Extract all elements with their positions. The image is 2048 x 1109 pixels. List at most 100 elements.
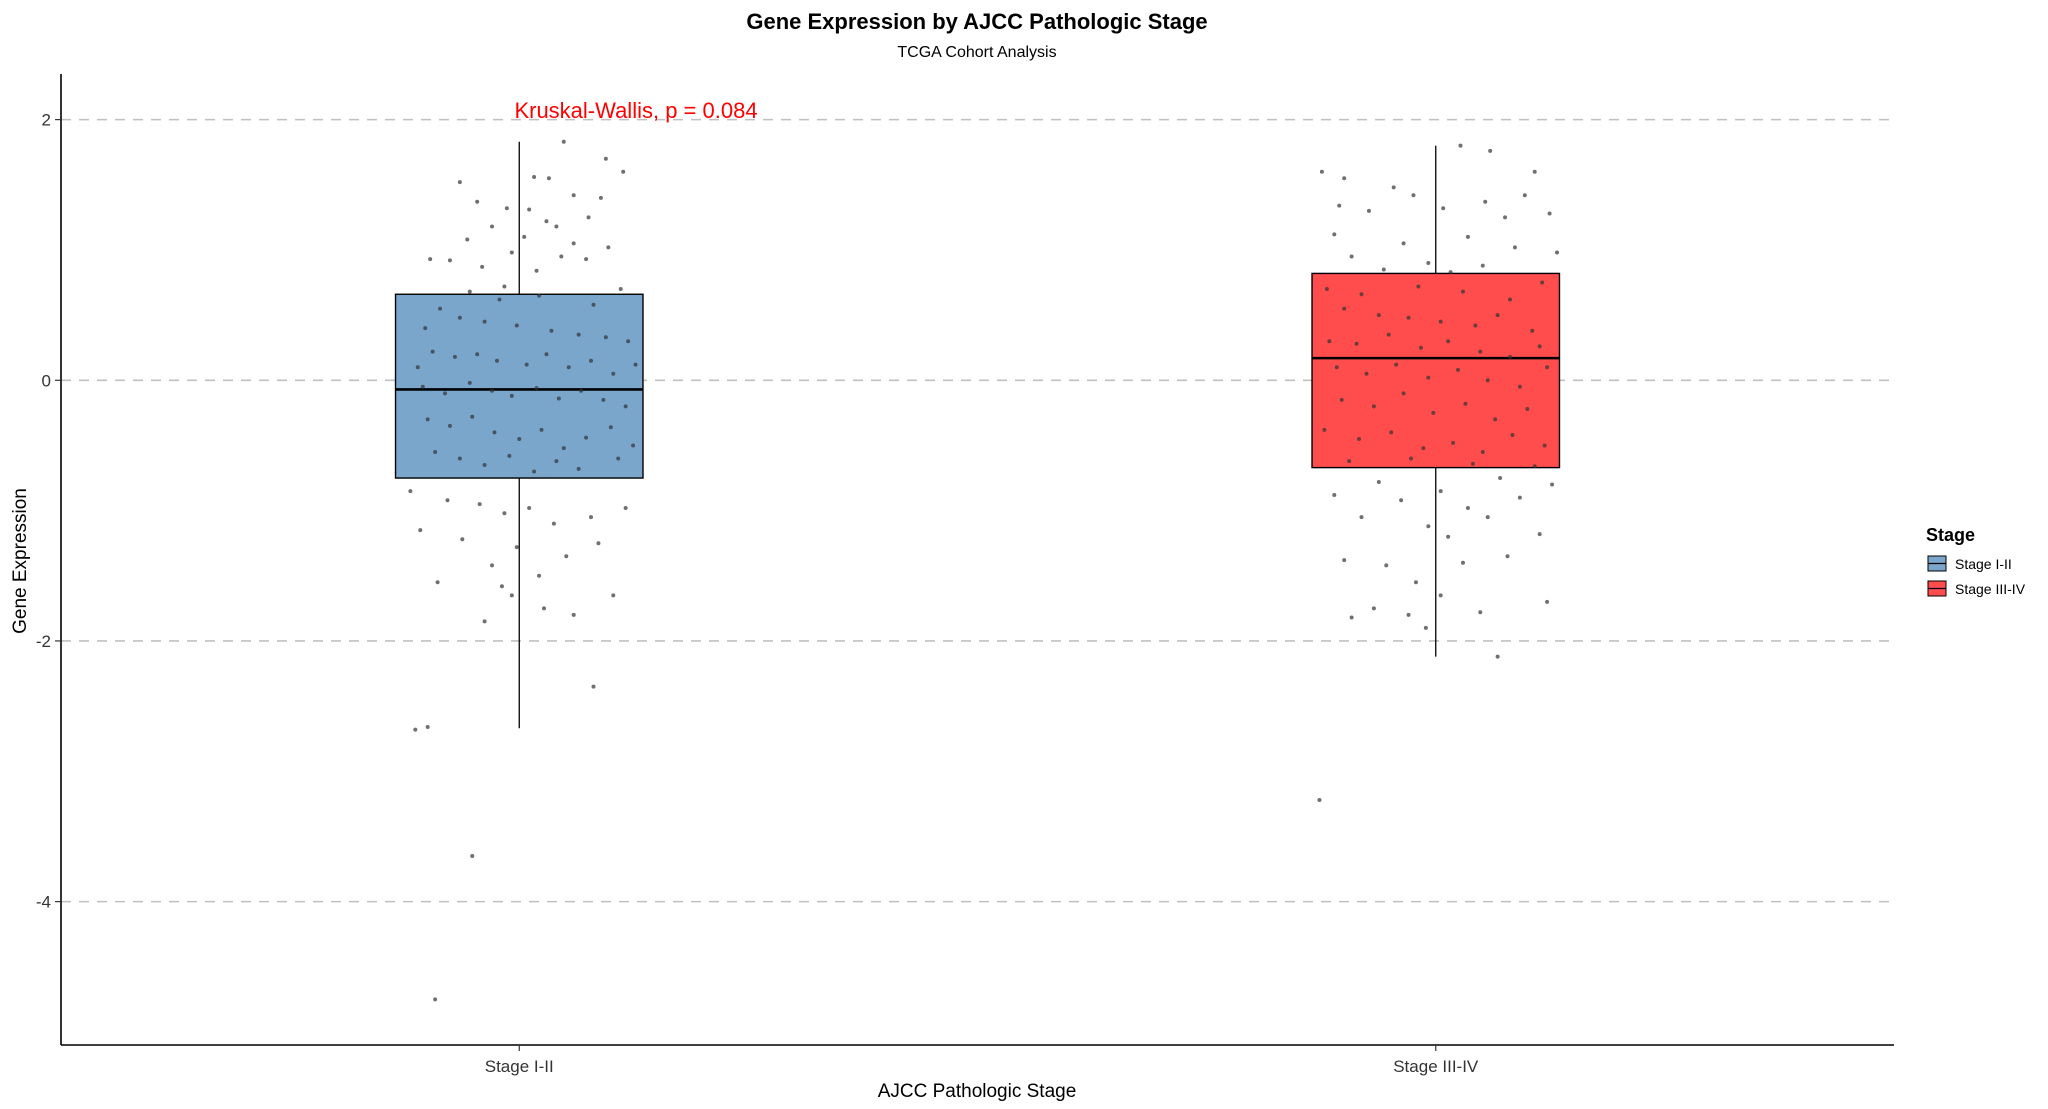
data-point xyxy=(470,414,475,419)
data-point xyxy=(1547,211,1552,216)
data-point xyxy=(1359,515,1364,520)
data-point xyxy=(502,511,507,516)
data-point xyxy=(1416,284,1421,289)
data-point xyxy=(606,245,611,250)
data-point xyxy=(408,489,413,494)
data-point xyxy=(435,580,440,585)
data-point xyxy=(589,515,594,520)
data-point xyxy=(457,315,462,320)
data-point xyxy=(579,388,584,393)
data-point xyxy=(1451,440,1456,445)
data-point xyxy=(527,207,532,212)
legend-title: Stage xyxy=(1926,525,1975,545)
data-point xyxy=(457,180,462,185)
data-point xyxy=(532,174,537,179)
data-point xyxy=(509,593,514,598)
data-point xyxy=(514,545,519,550)
data-point xyxy=(509,250,514,255)
data-point xyxy=(1532,169,1537,174)
data-point xyxy=(1458,143,1463,148)
data-point xyxy=(1503,215,1508,220)
data-point xyxy=(591,302,596,307)
data-point xyxy=(1389,430,1394,435)
data-point xyxy=(445,498,450,503)
y-tick-label: -4 xyxy=(36,893,51,912)
box-1 xyxy=(394,293,644,479)
data-point xyxy=(1421,446,1426,451)
data-point xyxy=(1495,654,1500,659)
data-point xyxy=(1376,313,1381,318)
legend-label-2: Stage III-IV xyxy=(1955,581,2026,597)
data-point xyxy=(509,393,514,398)
data-point xyxy=(537,293,542,298)
data-point xyxy=(541,606,546,611)
data-point xyxy=(1342,558,1347,563)
boxes xyxy=(394,141,1561,729)
data-point xyxy=(537,573,542,578)
x-tick-label: Stage I-II xyxy=(485,1057,554,1076)
data-point xyxy=(475,199,480,204)
data-point xyxy=(1349,615,1354,620)
data-point xyxy=(1448,270,1453,275)
data-point xyxy=(514,323,519,328)
data-point xyxy=(517,436,522,441)
data-point xyxy=(559,254,564,259)
data-point xyxy=(447,423,452,428)
data-point xyxy=(1413,580,1418,585)
data-point xyxy=(1465,234,1470,239)
data-point xyxy=(1498,476,1503,481)
data-point xyxy=(551,521,556,526)
data-point xyxy=(1342,176,1347,181)
data-point xyxy=(467,380,472,385)
data-point xyxy=(631,443,636,448)
data-point xyxy=(1337,203,1342,208)
data-point xyxy=(1460,289,1465,294)
data-point xyxy=(539,427,544,432)
data-point xyxy=(1488,148,1493,153)
data-point xyxy=(1525,406,1530,411)
data-point xyxy=(1537,532,1542,537)
data-point xyxy=(1381,267,1386,272)
data-point xyxy=(1322,427,1327,432)
data-point xyxy=(1507,354,1512,359)
data-point xyxy=(490,388,495,393)
data-point xyxy=(1406,612,1411,617)
data-point xyxy=(490,224,495,229)
data-point xyxy=(1485,378,1490,383)
data-point xyxy=(601,397,606,402)
x-axis-ticks: Stage I-II Stage III-IV xyxy=(485,1045,1479,1076)
data-point xyxy=(611,593,616,598)
data-point xyxy=(1334,365,1339,370)
data-point xyxy=(1342,306,1347,311)
data-point xyxy=(1465,506,1470,511)
data-point xyxy=(494,358,499,363)
data-point xyxy=(428,257,433,262)
data-point xyxy=(420,384,425,389)
y-tick-label: 2 xyxy=(42,111,51,130)
data-point xyxy=(1406,315,1411,320)
data-point xyxy=(1319,169,1324,174)
jitter-points xyxy=(408,139,1560,1002)
data-point xyxy=(1470,461,1475,466)
data-point xyxy=(522,234,527,239)
data-point xyxy=(1409,456,1414,461)
data-point xyxy=(1522,193,1527,198)
data-point xyxy=(571,193,576,198)
data-point xyxy=(611,371,616,376)
data-point xyxy=(623,506,628,511)
data-point xyxy=(546,176,551,181)
data-point xyxy=(425,724,430,729)
data-point xyxy=(1555,250,1560,255)
data-point xyxy=(443,391,448,396)
data-point xyxy=(504,206,509,211)
kruskal-wallis-annotation: Kruskal-Wallis, p = 0.084 xyxy=(514,98,757,123)
data-point xyxy=(457,456,462,461)
data-point xyxy=(1411,193,1416,198)
data-point xyxy=(1510,433,1515,438)
data-point xyxy=(1349,254,1354,259)
data-point xyxy=(576,466,581,471)
data-point xyxy=(1426,375,1431,380)
chart-subtitle: TCGA Cohort Analysis xyxy=(897,44,1056,61)
data-point xyxy=(576,332,581,337)
